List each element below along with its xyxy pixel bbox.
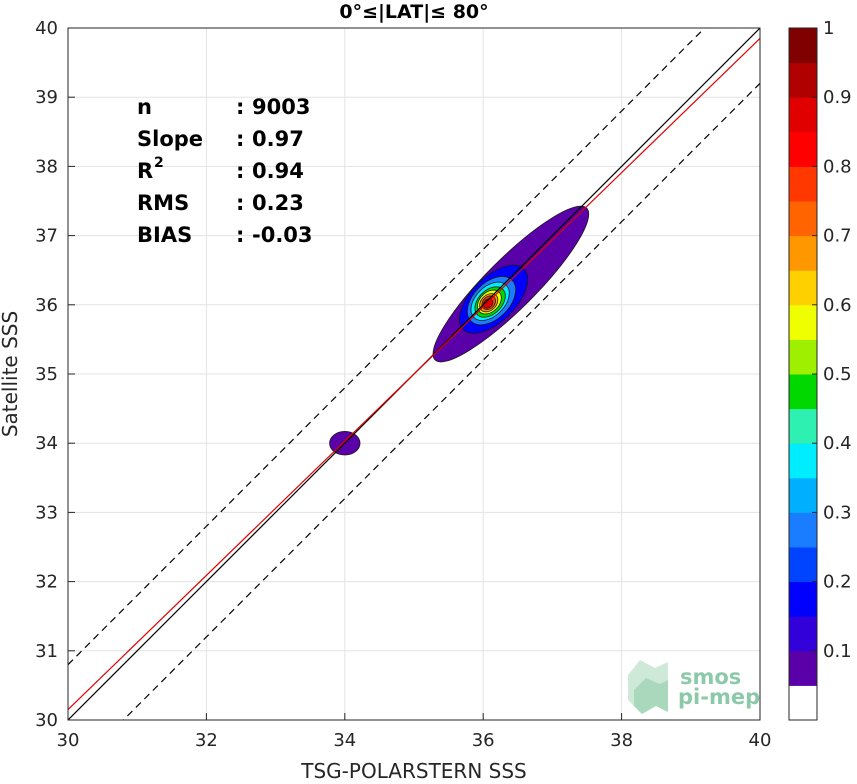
stats-box: n: 9003 Slope: 0.97 R 2: 0.94 RMS: 0.23 BIAS:… [137, 95, 313, 247]
stat-label: R [137, 159, 153, 183]
colorbar-swatch [789, 650, 817, 686]
plot-area: smos pi-mep 30 32 34 36 38 40 303132333435363… [35, 18, 772, 751]
y-axis-label: Satellite SSS [0, 311, 22, 437]
logo-line-1: smos [680, 665, 741, 689]
stat-value: 0.97 [252, 127, 304, 151]
y-tick-label: 33 [35, 502, 58, 523]
y-axis: 30 31 32 33 34 35 36 37 38 39 40 [35, 18, 75, 731]
reference-lines [68, 28, 760, 720]
colorbar-swatch [789, 374, 817, 410]
stat-label: RMS [137, 191, 189, 215]
colorbar-swatch [789, 270, 817, 306]
y-tick-label: 32 [35, 572, 58, 593]
stat-separator: : [236, 159, 244, 183]
colorbar-tick-label: 0.1 [823, 641, 852, 662]
stat-separator: : [236, 191, 244, 215]
stat-superscript: 2 [154, 155, 164, 171]
colorbar-swatch [789, 304, 817, 340]
colorbar-tick-label: 0.3 [823, 502, 852, 523]
y-tick-label: 35 [35, 364, 58, 385]
colorbar: 0.1 0.2 0.3 0.4 0.5 0.6 0.7 0.8 0.9 1 [788, 18, 852, 721]
colorbar-tick-label: 0.6 [823, 295, 852, 316]
stat-value: -0.03 [252, 223, 313, 247]
colorbar-tick-label: 0.5 [823, 364, 852, 385]
x-tick-label: 34 [333, 730, 356, 751]
x-tick-label: 32 [195, 730, 218, 751]
colorbar-swatch [789, 62, 817, 98]
colorbar-swatch [789, 477, 817, 513]
y-tick-label: 40 [35, 18, 58, 39]
density-contours [329, 205, 590, 456]
colorbar-tick-label: 0.4 [823, 433, 852, 454]
y-tick-label: 36 [35, 295, 58, 316]
y-tick-label: 31 [35, 641, 58, 662]
y-tick-label: 39 [35, 87, 58, 108]
colorbar-swatch [789, 547, 817, 583]
y-tick-label: 30 [35, 710, 58, 731]
colorbar-swatch [789, 201, 817, 237]
x-axis: 30 32 34 36 38 40 [57, 713, 772, 751]
logo-line-2: pi-mep [678, 685, 760, 709]
x-tick-label: 40 [749, 730, 772, 751]
regression-line [68, 37, 760, 711]
y-tick-label: 34 [35, 433, 58, 454]
stat-value: 0.94 [252, 159, 304, 183]
x-axis-label: TSG-POLARSTERN SSS [300, 759, 526, 783]
colorbar-tick-label: 1 [823, 18, 834, 39]
colorbar-tick-label: 0.8 [823, 156, 852, 177]
stat-separator: : [236, 95, 244, 119]
colorbar-swatch [789, 28, 817, 64]
colorbar-swatch [789, 235, 817, 271]
y-tick-label: 38 [35, 156, 58, 177]
x-tick-label: 38 [610, 730, 633, 751]
stat-value: 0.23 [252, 191, 304, 215]
stat-label: Slope [137, 127, 203, 151]
smos-pi-mep-logo: smos pi-mep [628, 660, 760, 714]
colorbar-swatch [789, 408, 817, 444]
stat-separator: : [236, 223, 244, 247]
colorbar-tick-label: 0.7 [823, 226, 852, 247]
colorbar-swatch [789, 512, 817, 548]
density-contour-9 [482, 298, 494, 309]
colorbar-tick-label: 0.9 [823, 87, 852, 108]
colorbar-swatch [789, 616, 817, 652]
colorbar-swatch [789, 339, 817, 375]
y-tick-label: 37 [35, 226, 58, 247]
chart-title: 0°≤|LAT|≤ 80° [339, 1, 488, 23]
stat-label: BIAS [137, 223, 192, 247]
colorbar-swatch [789, 166, 817, 202]
x-tick-label: 30 [57, 730, 80, 751]
colorbar-swatch [789, 131, 817, 167]
colorbar-tick-label: 0.2 [823, 572, 852, 593]
stat-separator: : [236, 127, 244, 151]
logo-mark-icon [628, 660, 668, 714]
x-tick-label: 36 [472, 730, 495, 751]
stat-label: n [137, 95, 152, 119]
colorbar-swatch [789, 97, 817, 133]
stat-value: 9003 [252, 95, 310, 119]
colorbar-swatch [789, 581, 817, 617]
colorbar-swatch [789, 443, 817, 479]
colorbar-swatch [789, 685, 817, 721]
